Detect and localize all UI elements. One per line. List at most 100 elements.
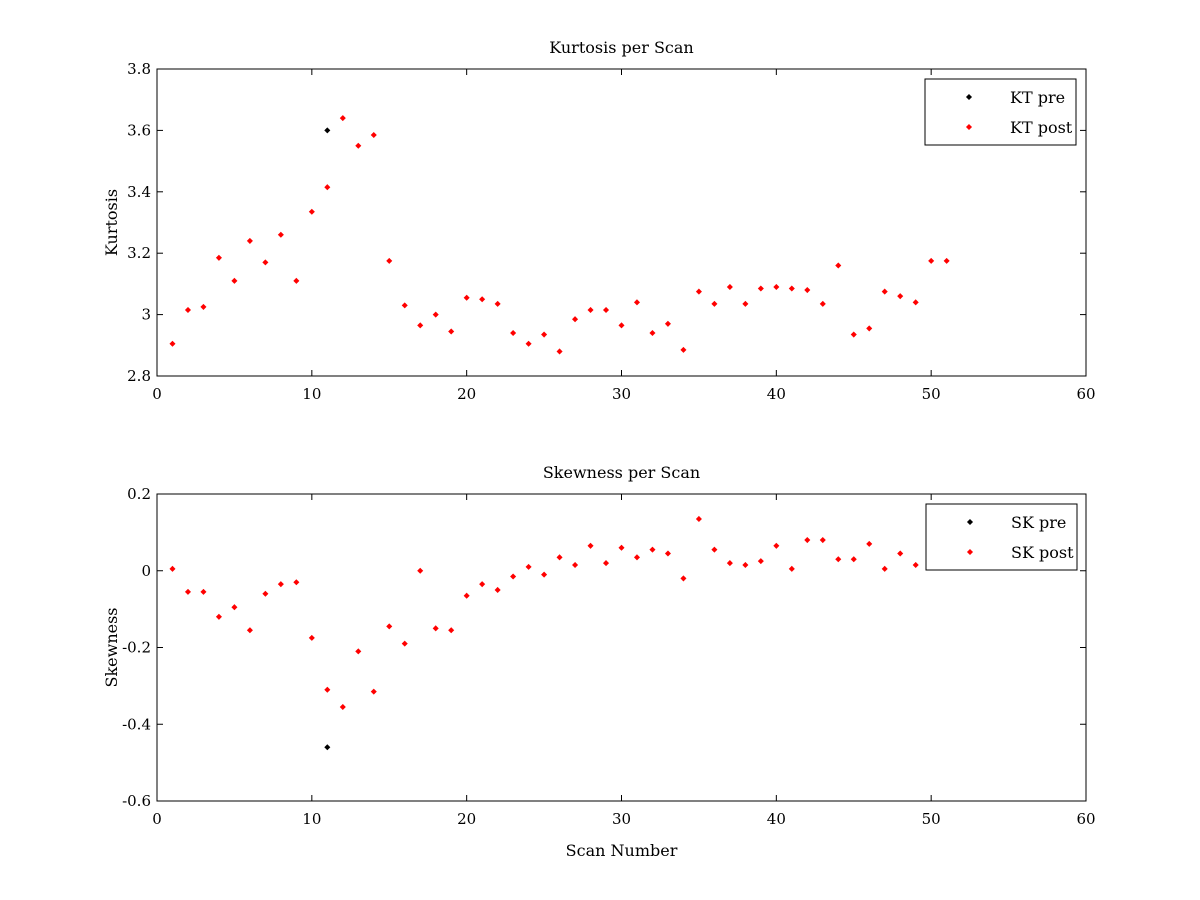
data-point [788,565,795,572]
y-tick-label: -0.4 [122,715,151,733]
data-point [355,142,362,149]
data-point [664,320,671,327]
legend-marker-pre [966,518,974,526]
series-pre [324,744,331,751]
y-tick-label: 0 [141,562,151,580]
data-point [866,325,873,332]
chart-title: Kurtosis per Scan [549,38,693,57]
data-point [943,257,950,264]
data-point [664,550,671,557]
data-point [246,237,253,244]
y-axis-label: Kurtosis [102,189,121,256]
data-point [850,556,857,563]
data-point [510,329,517,337]
legend-box [925,503,1078,571]
data-point [788,285,795,292]
data-point [231,277,238,284]
x-tick-label: 0 [152,810,162,828]
data-point [618,544,625,551]
data-point [695,515,702,522]
data-point [339,115,346,122]
data-point [695,288,702,295]
data-point [417,567,424,574]
legend-marker-post [965,123,973,131]
legend-label-post: KT post [1010,118,1073,137]
x-tick-label: 40 [767,385,786,403]
data-point [850,331,857,338]
data-point [277,581,284,588]
data-point [308,208,315,215]
data-point [866,540,873,547]
y-tick-label: 3.2 [127,244,151,262]
data-point [633,299,641,306]
data-point [541,571,548,578]
data-point [897,293,904,300]
legend-marker-pre [965,93,973,101]
legend-label-post: SK post [1011,543,1074,562]
data-point [680,575,687,582]
data-point [773,283,780,290]
series-post [169,115,950,355]
series-post [169,515,919,711]
data-point [649,329,656,337]
data-point [680,346,687,353]
legend-box [924,78,1077,146]
x-tick-label: 40 [767,810,786,828]
data-point [184,588,191,595]
x-tick-label: 20 [457,810,476,828]
data-point [928,257,935,264]
data-point [541,331,548,338]
series-pre [324,127,331,134]
data-point [308,634,315,641]
data-point [726,560,733,567]
data-point [246,627,253,634]
data-point [401,302,408,309]
y-tick-label: -0.2 [122,639,151,657]
data-point [417,322,424,329]
data-point [602,560,610,567]
data-point [618,322,625,329]
data-point [912,561,919,569]
data-point [262,590,269,597]
data-point [324,184,331,191]
y-tick-label: 0.2 [127,485,151,503]
x-tick-label: 30 [612,385,631,403]
legend-label-pre: KT pre [1010,88,1065,107]
data-point [757,558,764,565]
data-point [370,131,377,139]
data-point [556,554,563,561]
data-point [711,300,718,307]
data-point [819,300,826,307]
x-tick-label: 20 [457,385,476,403]
data-point [355,648,362,655]
data-point [835,556,842,563]
legend-label-pre: SK pre [1011,513,1066,532]
data-point [215,613,222,620]
y-tick-label: 2.8 [127,367,151,385]
data-point [494,586,501,593]
data-point [463,294,470,301]
data-point [711,546,718,553]
data-point [912,299,919,306]
data-point [773,542,780,549]
data-point [479,296,486,303]
data-point [479,581,486,588]
data-point [587,306,594,314]
y-tick-label: 3.8 [127,60,151,78]
data-point [262,259,269,266]
legend: SK pre SK post [925,503,1078,571]
data-point [881,565,888,572]
data-point [572,561,579,569]
data-point [432,311,439,318]
data-point [633,554,641,561]
y-tick-label: 3 [141,306,151,324]
x-tick-label: 50 [922,810,941,828]
data-point [448,627,455,634]
data-point [386,257,393,264]
data-point [726,283,733,290]
data-point [215,254,222,261]
data-point [401,640,408,647]
chart-title: Skewness per Scan [543,463,700,482]
legend: KT pre KT post [924,78,1077,146]
